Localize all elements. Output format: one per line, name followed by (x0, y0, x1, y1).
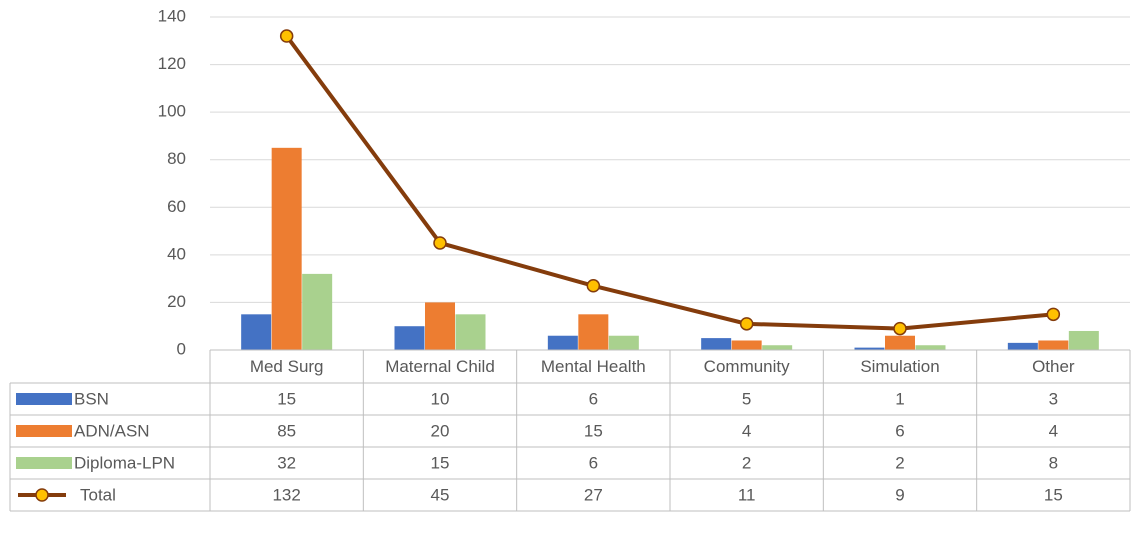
y-tick-label: 80 (167, 149, 186, 168)
line-marker (893, 321, 907, 336)
table-value: 15 (1044, 485, 1063, 504)
table-value: 2 (895, 453, 904, 472)
table-value: 32 (277, 453, 296, 472)
bar (762, 345, 793, 350)
legend-label: Total (80, 485, 116, 504)
legend-label: ADN/ASN (74, 421, 150, 440)
table-value: 15 (277, 389, 296, 408)
bar (241, 314, 272, 350)
table-value: 45 (431, 485, 450, 504)
bar (271, 147, 302, 350)
bar (701, 338, 732, 350)
table-value: 8 (1049, 453, 1058, 472)
legend-key (16, 393, 72, 405)
table-value: 6 (589, 453, 598, 472)
bar (1068, 330, 1099, 350)
line-marker (279, 29, 294, 43)
x-tick-label: Community (704, 357, 790, 376)
y-tick-label: 120 (158, 54, 186, 73)
table-value: 6 (589, 389, 598, 408)
table-value: 20 (431, 421, 450, 440)
table-value: 15 (584, 421, 603, 440)
table-value: 132 (272, 485, 300, 504)
legend-label: Diploma-LPN (74, 453, 175, 472)
line-marker (739, 317, 754, 331)
table-value: 2 (742, 453, 751, 472)
table-value: 27 (584, 485, 603, 504)
y-tick-label: 0 (177, 339, 186, 358)
y-tick-label: 40 (167, 244, 186, 263)
y-tick-label: 20 (167, 292, 186, 311)
bar (455, 314, 486, 350)
y-tick-label: 100 (158, 102, 186, 121)
table-value: 1 (895, 389, 904, 408)
table-value: 11 (738, 485, 756, 504)
legend-key (16, 425, 72, 437)
line-marker (1046, 307, 1061, 322)
x-tick-label: Mental Health (541, 357, 646, 376)
bar (608, 335, 639, 350)
bar (885, 335, 915, 350)
bar (731, 340, 762, 350)
bar (547, 335, 578, 350)
legend-key (16, 457, 72, 469)
y-tick-label: 60 (167, 197, 186, 216)
line (285, 34, 1054, 331)
y-tick-label: 140 (158, 6, 186, 25)
legend-key-marker (35, 488, 49, 502)
table-value: 4 (742, 421, 751, 440)
bar (394, 326, 425, 350)
table-value: 3 (1049, 389, 1058, 408)
table-value: 6 (895, 421, 904, 440)
bar (854, 347, 885, 350)
bar (1038, 340, 1069, 350)
table-value: 9 (895, 485, 904, 504)
bar (578, 314, 609, 350)
x-tick-label: Maternal Child (385, 357, 495, 376)
x-tick-label: Other (1032, 357, 1075, 376)
x-tick-label: Med Surg (250, 357, 324, 376)
line-marker (433, 236, 447, 250)
x-tick-label: Simulation (860, 357, 939, 376)
bar (425, 302, 455, 350)
bar (1007, 342, 1038, 350)
table-value: 85 (277, 421, 296, 440)
table-value: 15 (431, 453, 450, 472)
legend-label: BSN (74, 389, 109, 408)
table-value: 5 (742, 389, 751, 408)
bar (302, 273, 333, 350)
table-value: 10 (431, 389, 450, 408)
table-value: 4 (1049, 421, 1058, 440)
bar (915, 345, 946, 350)
line-marker (586, 279, 601, 293)
